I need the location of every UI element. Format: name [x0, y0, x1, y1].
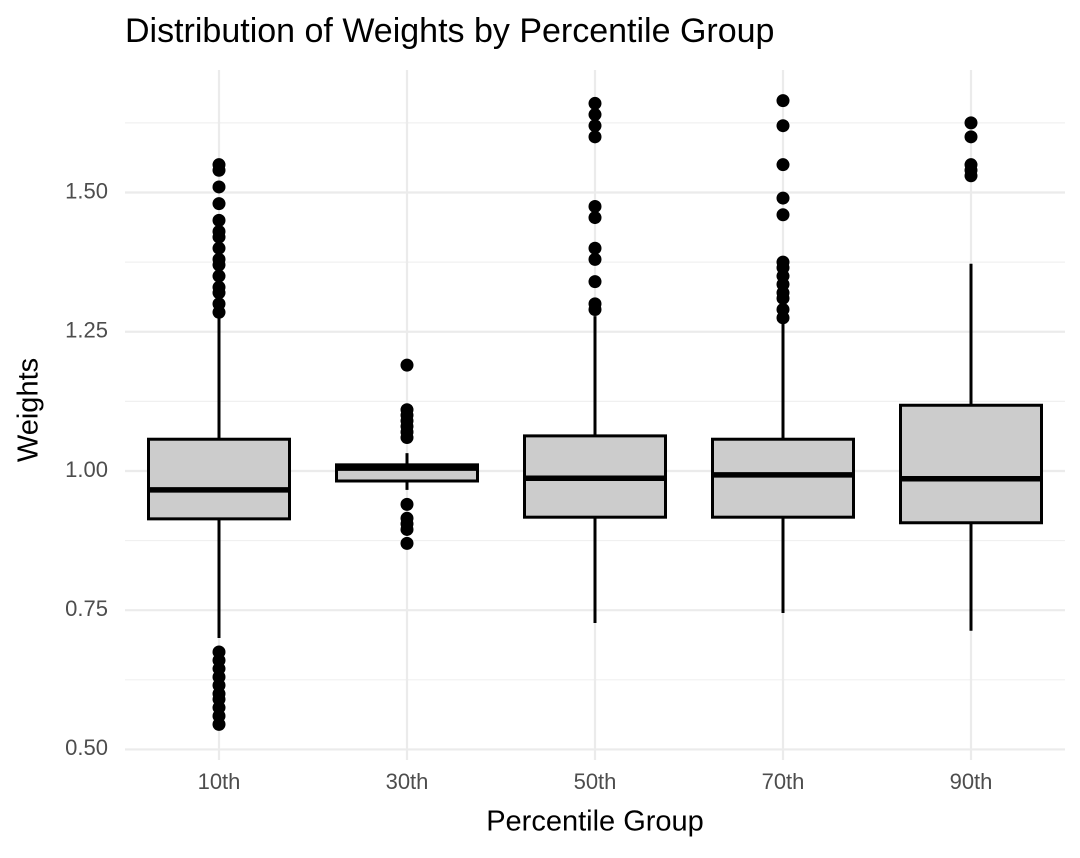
- outlier: [588, 211, 602, 225]
- outlier: [212, 252, 226, 266]
- outlier: [212, 213, 226, 227]
- outlier: [400, 536, 414, 550]
- outlier: [776, 255, 790, 269]
- outlier: [588, 275, 602, 289]
- y-tick-label: 1.00: [65, 457, 108, 482]
- y-tick-label: 0.75: [65, 596, 108, 621]
- outlier: [588, 297, 602, 311]
- outlier: [964, 116, 978, 130]
- outlier: [212, 297, 226, 311]
- x-tick-label: 70th: [762, 769, 805, 794]
- outlier: [588, 199, 602, 213]
- outlier: [400, 511, 414, 525]
- outlier: [964, 158, 978, 172]
- outlier: [400, 403, 414, 417]
- outlier: [588, 241, 602, 255]
- box: [899, 403, 1043, 525]
- outlier: [776, 302, 790, 316]
- outlier: [588, 130, 602, 144]
- box: [147, 437, 291, 521]
- outlier: [964, 130, 978, 144]
- y-tick-label: 1.50: [65, 178, 108, 203]
- x-axis-label: Percentile Group: [486, 806, 704, 838]
- x-tick-label: 30th: [386, 769, 429, 794]
- outlier: [400, 358, 414, 372]
- x-tick-label: 50th: [574, 769, 617, 794]
- x-tick-label: 10th: [198, 769, 241, 794]
- y-tick-label: 0.50: [65, 735, 108, 760]
- outlier: [588, 108, 602, 122]
- outlier: [588, 96, 602, 110]
- outlier: [588, 119, 602, 133]
- outlier: [212, 158, 226, 172]
- outlier: [212, 180, 226, 194]
- chart-title: Distribution of Weights by Percentile Gr…: [125, 12, 774, 50]
- outlier: [400, 497, 414, 511]
- outlier: [212, 280, 226, 294]
- outlier: [776, 208, 790, 222]
- outlier: [776, 94, 790, 108]
- outlier: [212, 269, 226, 283]
- y-tick-label: 1.25: [65, 318, 108, 343]
- outlier: [212, 225, 226, 239]
- box: [711, 437, 855, 519]
- y-axis-label: Weights: [13, 358, 45, 462]
- outlier: [212, 241, 226, 255]
- outlier: [588, 252, 602, 266]
- outlier: [776, 158, 790, 172]
- outlier: [212, 645, 226, 659]
- x-tick-label: 90th: [950, 769, 993, 794]
- outlier: [212, 197, 226, 211]
- outlier: [776, 191, 790, 205]
- outlier: [776, 119, 790, 133]
